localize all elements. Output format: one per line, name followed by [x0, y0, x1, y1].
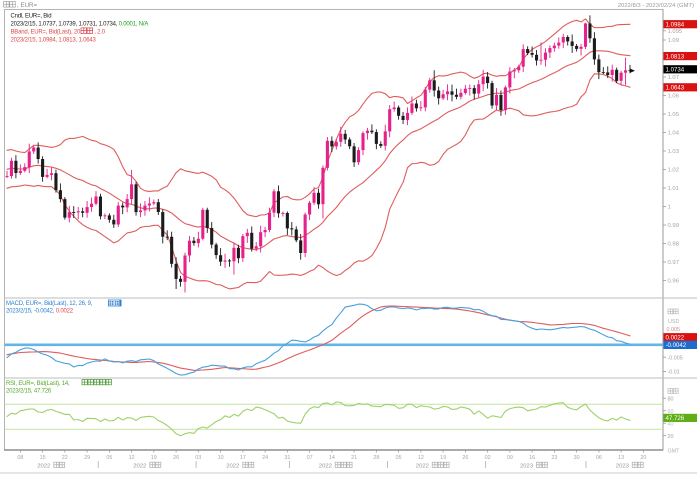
svg-text:30: 30	[574, 455, 580, 461]
svg-text:80: 80	[668, 396, 674, 402]
svg-text:08: 08	[17, 455, 23, 461]
svg-text:05: 05	[106, 455, 112, 461]
svg-text:16: 16	[529, 455, 535, 461]
svg-text:2022: 2022	[37, 464, 50, 470]
svg-text:15: 15	[40, 455, 46, 461]
svg-text:02: 02	[485, 455, 491, 461]
svg-text:0.96: 0.96	[668, 279, 680, 285]
svg-text:1.095: 1.095	[668, 29, 683, 35]
svg-text:12: 12	[418, 455, 424, 461]
svg-text:2022: 2022	[319, 464, 332, 470]
svg-text:MACD, EUR=, Bid(Last), 12, 26,: MACD, EUR=, Bid(Last), 12, 26, 9,	[6, 301, 93, 307]
svg-text:1.0643: 1.0643	[666, 85, 685, 92]
svg-text:1.0984: 1.0984	[666, 22, 685, 29]
svg-text:14: 14	[329, 455, 335, 461]
svg-text:-0.005: -0.005	[668, 355, 683, 361]
svg-text:1.05: 1.05	[668, 112, 680, 118]
svg-text:31: 31	[284, 455, 290, 461]
svg-text:2023: 2023	[520, 464, 534, 470]
svg-text:0.98: 0.98	[668, 242, 680, 248]
svg-text:GMT: GMT	[668, 449, 681, 455]
svg-text:2022/8/3 - 2023/02/24 (GMT): 2022/8/3 - 2023/02/24 (GMT)	[618, 3, 694, 9]
svg-text:20: 20	[640, 455, 646, 461]
svg-text:24: 24	[262, 455, 268, 461]
svg-text:0.0022: 0.0022	[666, 335, 685, 342]
svg-text:03: 03	[195, 455, 201, 461]
svg-text:1: 1	[668, 205, 671, 211]
svg-text:2023: 2023	[616, 464, 630, 470]
svg-text:12: 12	[129, 455, 135, 461]
svg-text:1.04: 1.04	[668, 131, 680, 137]
svg-text:-0.01: -0.01	[668, 370, 680, 376]
svg-text:26: 26	[173, 455, 179, 461]
svg-text:1.0813: 1.0813	[666, 53, 685, 60]
svg-text:06: 06	[596, 455, 602, 461]
svg-text:, EUR=: , EUR=	[17, 2, 38, 9]
svg-text:1.0734: 1.0734	[666, 67, 685, 74]
svg-text:20: 20	[668, 434, 674, 440]
svg-text:19: 19	[440, 455, 446, 461]
svg-text:2023/2/15, -0.0042, 0.0022: 2023/2/15, -0.0042, 0.0022	[6, 309, 74, 315]
svg-text:2022: 2022	[133, 464, 146, 470]
svg-text:29: 29	[84, 455, 90, 461]
svg-text:0.99: 0.99	[668, 223, 679, 229]
svg-text:Cndl, EUR=, Bid: Cndl, EUR=, Bid	[11, 14, 52, 20]
svg-text:17: 17	[240, 455, 246, 461]
svg-text:1.02: 1.02	[668, 168, 679, 174]
svg-text:-0.0042: -0.0042	[666, 342, 687, 349]
svg-text:10: 10	[218, 455, 224, 461]
svg-text:, 2.0: , 2.0	[94, 29, 106, 35]
svg-text:07: 07	[307, 455, 313, 461]
svg-text:22: 22	[62, 455, 68, 461]
svg-text:09: 09	[507, 455, 513, 461]
svg-text:40: 40	[668, 421, 674, 427]
svg-text:0.005: 0.005	[667, 327, 681, 333]
svg-text:1.06: 1.06	[668, 94, 680, 100]
svg-text:1.03: 1.03	[668, 149, 680, 155]
svg-text:2023/2/15, 1.0984, 1.0813, 1.0: 2023/2/15, 1.0984, 1.0813, 1.0643	[11, 37, 97, 43]
svg-text:1.09: 1.09	[668, 38, 679, 44]
svg-text:0.97: 0.97	[668, 260, 679, 266]
svg-text:RSI, EUR=, Bid(Last), 14,: RSI, EUR=, Bid(Last), 14,	[6, 381, 70, 387]
svg-text:28: 28	[373, 455, 379, 461]
svg-text:13: 13	[618, 455, 624, 461]
svg-text:23: 23	[551, 455, 557, 461]
svg-text:19: 19	[151, 455, 157, 461]
svg-text:1.01: 1.01	[668, 186, 679, 192]
svg-text:2023/2/15, 47.726: 2023/2/15, 47.726	[6, 388, 52, 394]
svg-text:USD: USD	[668, 319, 679, 325]
svg-text:2022: 2022	[226, 464, 239, 470]
svg-text:BBand, EUR=, Bid(Last), 20,: BBand, EUR=, Bid(Last), 20,	[11, 29, 83, 35]
svg-text:26: 26	[462, 455, 468, 461]
svg-text:2022: 2022	[416, 464, 429, 470]
svg-text:2023/2/15, 1.0737, 1.0739, 1.0: 2023/2/15, 1.0737, 1.0739, 1.0731, 1.073…	[11, 22, 149, 28]
svg-text:1.07: 1.07	[668, 75, 679, 81]
svg-text:05: 05	[396, 455, 402, 461]
svg-text:21: 21	[351, 455, 357, 461]
